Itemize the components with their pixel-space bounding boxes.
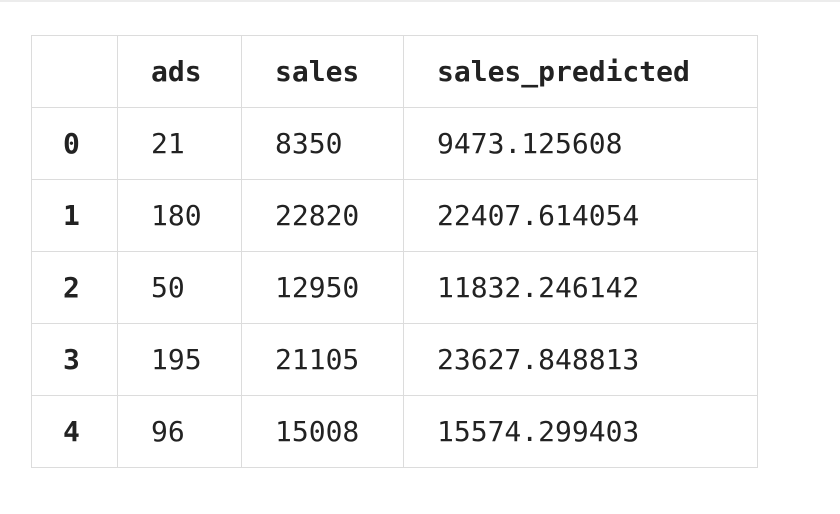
- cell-sales-predicted: 9473.125608: [403, 107, 758, 180]
- cell-ads: 180: [117, 179, 242, 252]
- row-index: 1: [31, 179, 118, 252]
- top-divider: [0, 0, 840, 2]
- dataframe-output: ads sales sales_predicted 0 21 8350 9473…: [31, 35, 758, 468]
- row-index: 4: [31, 395, 118, 468]
- row-index: 0: [31, 107, 118, 180]
- column-header-sales-predicted: sales_predicted: [403, 35, 758, 108]
- cell-sales: 21105: [241, 323, 404, 396]
- cell-sales: 8350: [241, 107, 404, 180]
- table-body: 0 21 8350 9473.125608 1 180 22820 22407.…: [31, 107, 758, 468]
- cell-sales-predicted: 23627.848813: [403, 323, 758, 396]
- cell-sales: 12950: [241, 251, 404, 324]
- cell-sales: 15008: [241, 395, 404, 468]
- dataframe-table: ads sales sales_predicted 0 21 8350 9473…: [31, 35, 758, 468]
- column-header-sales: sales: [241, 35, 404, 108]
- row-index: 2: [31, 251, 118, 324]
- cell-sales-predicted: 11832.246142: [403, 251, 758, 324]
- cell-ads: 195: [117, 323, 242, 396]
- column-header-ads: ads: [117, 35, 242, 108]
- table-row: 3 195 21105 23627.848813: [31, 323, 758, 396]
- cell-ads: 21: [117, 107, 242, 180]
- table-row: 1 180 22820 22407.614054: [31, 179, 758, 252]
- header-row: ads sales sales_predicted: [31, 35, 758, 108]
- table-row: 2 50 12950 11832.246142: [31, 251, 758, 324]
- index-header: [31, 35, 118, 108]
- cell-sales: 22820: [241, 179, 404, 252]
- cell-ads: 50: [117, 251, 242, 324]
- table-row: 0 21 8350 9473.125608: [31, 107, 758, 180]
- cell-ads: 96: [117, 395, 242, 468]
- cell-sales-predicted: 22407.614054: [403, 179, 758, 252]
- table-header: ads sales sales_predicted: [31, 35, 758, 108]
- row-index: 3: [31, 323, 118, 396]
- cell-sales-predicted: 15574.299403: [403, 395, 758, 468]
- table-row: 4 96 15008 15574.299403: [31, 395, 758, 468]
